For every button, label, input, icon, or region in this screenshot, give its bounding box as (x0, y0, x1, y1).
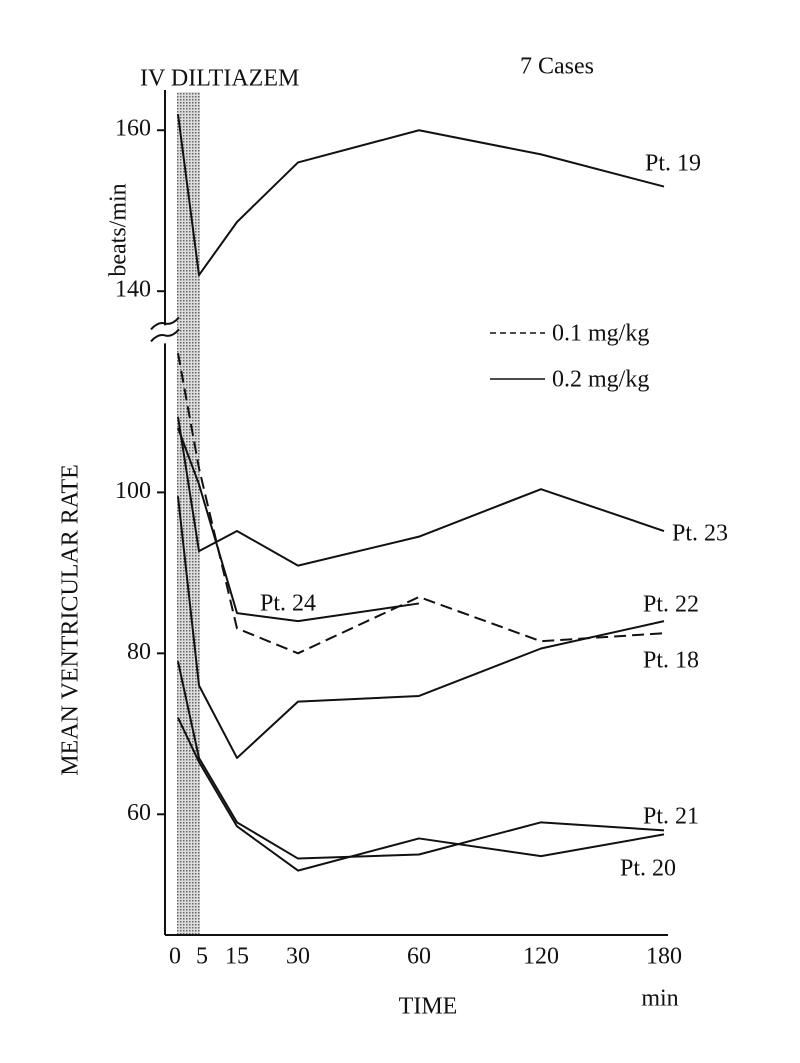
y-tick-label: 60 (127, 800, 151, 826)
series-label: Pt. 18 (643, 648, 699, 674)
x-axis-label: TIME (399, 994, 458, 1020)
legend-label: 0.1 mg/kg (552, 321, 649, 347)
series-line (177, 661, 665, 860)
chart-title: IV DILTIAZEM (140, 66, 299, 92)
legend-label: 0.2 mg/kg (552, 367, 649, 393)
series-label: Pt. 23 (672, 521, 728, 547)
x-tick-label: 30 (286, 944, 310, 970)
x-tick-label: 180 (646, 944, 682, 970)
y-tick-label: 160 (115, 116, 151, 142)
series-label: Pt. 24 (260, 591, 316, 617)
series-line (177, 427, 420, 623)
axis-break (150, 316, 180, 343)
series-label: Pt. 20 (620, 856, 676, 882)
series-label: Pt. 21 (643, 804, 699, 830)
subtitle: 7 Cases (520, 54, 594, 80)
x-tick-label: 15 (225, 944, 249, 970)
series-label: Pt. 22 (643, 592, 699, 618)
series-line (177, 496, 665, 759)
y-unit: beats/min (106, 183, 132, 276)
y-tick-label: 100 (115, 478, 151, 504)
x-tick-label: 120 (523, 944, 559, 970)
y-tick-label: 80 (127, 639, 151, 665)
x-unit: min (641, 986, 678, 1012)
series-line (177, 114, 665, 277)
x-tick-label: 0 (169, 944, 181, 970)
y-tick-label: 140 (115, 277, 151, 303)
y-axis-label: MEAN VENTRICULAR RATE (58, 464, 84, 776)
series-label: Pt. 19 (645, 151, 701, 177)
x-tick-label: 60 (407, 944, 431, 970)
series-line (177, 416, 665, 567)
series-line (177, 352, 665, 655)
infusion-band (177, 92, 200, 935)
x-tick-label: 5 (196, 944, 208, 970)
series-line (177, 717, 665, 872)
